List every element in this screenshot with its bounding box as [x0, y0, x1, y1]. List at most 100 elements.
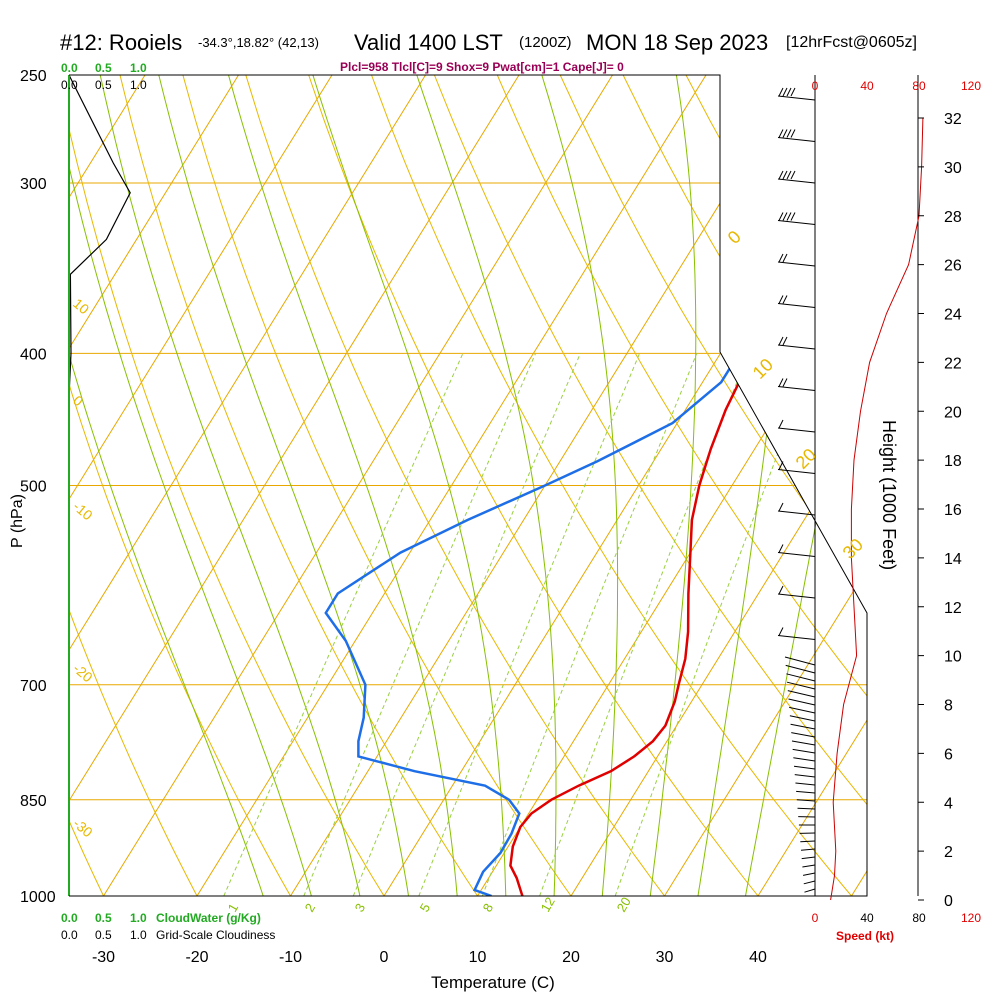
low-wind-barb-889: [804, 888, 816, 893]
wind-barb-flag-11-0: [778, 544, 784, 553]
temp-tick--20: -20: [185, 949, 208, 966]
height-tick-4: 4: [944, 795, 953, 812]
dry-adiabat-50: [371, 75, 867, 896]
wind-barb-flag-8-0: [778, 419, 784, 429]
height-tick-26: 26: [944, 258, 962, 275]
wind-barb-flag-7-1: [782, 378, 788, 387]
isotherm--50: [69, 75, 441, 896]
wind-barb-5: [777, 303, 816, 308]
speed-tick-bottom-80: 80: [912, 911, 926, 925]
temp-tick-10: 10: [469, 949, 487, 966]
wind-barb-flag-2-2: [786, 170, 792, 180]
height-tick-2: 2: [944, 844, 953, 861]
isotherm-0: [365, 75, 867, 896]
height-tick-6: 6: [944, 746, 953, 763]
low-wind-barb-881: [803, 880, 816, 885]
wind-barb-flag-1-1: [782, 129, 788, 138]
moist-adiabat-25: [533, 75, 619, 896]
wind-barb-flag-0-3: [790, 87, 796, 97]
mixing-ratio-3: [352, 353, 581, 896]
moist-adiabat-15: [305, 75, 507, 896]
isotherm--70: [69, 75, 254, 896]
speed-tick-top-80: 80: [912, 79, 926, 93]
moist-adiabat-30: [646, 75, 697, 896]
temp-tick--10: -10: [279, 949, 302, 966]
wind-barb-flag-9-0: [778, 461, 784, 470]
isotherm--10: [272, 75, 815, 896]
wind-barb-flag-0-1: [782, 87, 788, 97]
wind-speed-curve: [830, 117, 924, 901]
height-tick-28: 28: [944, 209, 962, 226]
wind-barb-flag-3-2: [786, 212, 792, 221]
low-wind-barb-689: [786, 681, 816, 690]
wind-barb-flag-6-1: [782, 336, 788, 346]
moist-adiabat-20: [408, 75, 557, 896]
wind-barb-12: [777, 593, 816, 599]
isotherm-label-3: -20: [70, 660, 96, 685]
low-wind-barb-673: [785, 664, 816, 674]
dry-adiabat-label-2: 20: [792, 445, 820, 473]
pressure-tick-400: 400: [20, 346, 47, 363]
speed-tick-top-0: 0: [812, 79, 819, 93]
pressure-tick-250: 250: [20, 68, 47, 85]
moist-adiabat-10: [221, 75, 461, 896]
low-wind-barb-809: [797, 807, 816, 810]
mixing-label-6: 20: [614, 894, 634, 914]
wind-barb-flag-12-0: [778, 585, 784, 595]
wind-barb-4: [777, 261, 816, 267]
moist-adiabat-5: [152, 75, 414, 896]
low-wind-barb-705: [788, 698, 816, 706]
isotherm--40: [69, 75, 535, 896]
mixing-ratio-20: [614, 353, 817, 896]
dry-adiabat-110: [748, 75, 867, 896]
wind-barb-flag-5-0: [778, 295, 784, 304]
wind-barb-0: [777, 95, 816, 101]
wind-barb-2: [777, 178, 816, 184]
speed-tick-bottom-40: 40: [860, 911, 874, 925]
dry-adiabat-70: [496, 75, 867, 896]
wind-barb-11: [777, 552, 816, 557]
isotherm-label-4: -30: [70, 815, 96, 840]
moist-adiabat-0: [94, 75, 367, 896]
wind-barb-flag-10-0: [778, 502, 784, 512]
wind-barb-flag-2-3: [790, 170, 796, 180]
dry-adiabat-60: [433, 75, 867, 896]
dry-adiabat-label-3: 30: [839, 535, 867, 563]
height-tick-8: 8: [944, 698, 953, 715]
low-wind-barb-697: [787, 690, 816, 698]
temp-tick-20: 20: [562, 949, 580, 966]
temp-tick--30: -30: [92, 949, 115, 966]
isotherm-20: [552, 75, 867, 896]
wind-barb-6: [777, 344, 816, 350]
wind-barb-flag-2-0: [778, 170, 784, 180]
speed-tick-top-120: 120: [961, 79, 981, 93]
dry-adiabat-0: [69, 75, 403, 896]
height-tick-10: 10: [944, 649, 962, 666]
low-wind-barb-737: [791, 732, 816, 738]
cloudiness-curve: [68, 74, 131, 397]
wind-barb-flag-3-0: [778, 212, 784, 221]
low-wind-barb-745: [791, 740, 816, 746]
temperature-profile: [509, 108, 867, 896]
wind-barb-flag-6-0: [778, 336, 784, 346]
dry-adiabat--20: [69, 75, 213, 896]
pressure-tick-700: 700: [20, 678, 47, 695]
speed-tick-top-40: 40: [860, 79, 874, 93]
height-tick-18: 18: [944, 453, 962, 470]
wind-barb-9: [777, 469, 816, 474]
wind-barb-flag-0-2: [786, 87, 792, 97]
dry-adiabat-120: [811, 75, 867, 896]
moist-adiabat-35: [692, 75, 798, 896]
pressure-tick-850: 850: [20, 793, 47, 810]
low-wind-barb-665: [784, 656, 816, 666]
height-tick-0: 0: [944, 893, 953, 910]
isotherm-60: [927, 51, 1000, 925]
isotherm-10: [459, 75, 867, 896]
wind-barb-flag-1-3: [790, 129, 796, 138]
low-wind-barb-801: [796, 799, 816, 802]
low-wind-barb-681: [786, 673, 816, 682]
low-wind-barb-713: [789, 706, 816, 714]
dry-adiabat-label-1: 10: [749, 355, 777, 383]
wind-barb-8: [777, 427, 816, 433]
mixing-ratio-5: [418, 353, 641, 896]
